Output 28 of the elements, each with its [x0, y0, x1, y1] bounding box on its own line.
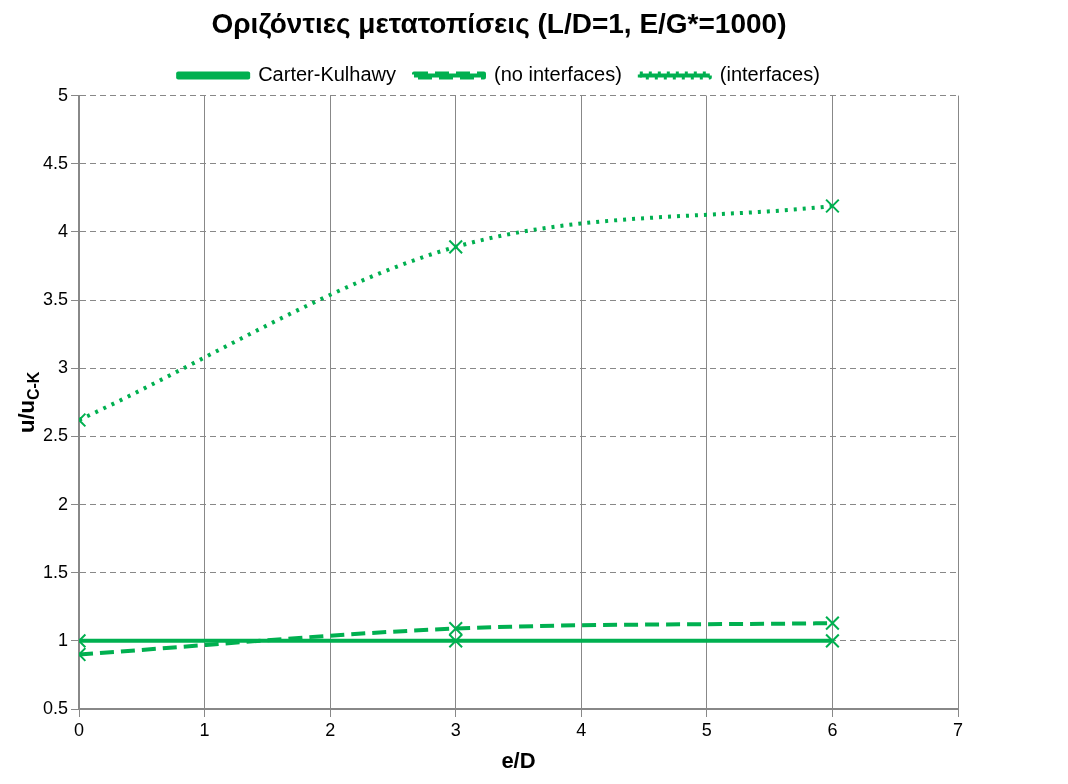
- point: [825, 633, 840, 649]
- x-tick-label: 7: [952, 719, 964, 740]
- point: [825, 615, 840, 631]
- y-axis-title: u/uC-K: [14, 371, 43, 434]
- x-tick-label: 3: [450, 719, 461, 740]
- y-tick-label: 2.5: [42, 425, 69, 446]
- legend-label: (no interfaces): [493, 63, 622, 86]
- x-axis-title: e/D: [501, 747, 536, 773]
- x-tick-label: 4: [576, 719, 587, 740]
- x-tick-label: 2: [325, 719, 336, 740]
- y-tick-label: 1: [58, 629, 69, 650]
- point: [825, 198, 840, 214]
- y-tick-label: 3: [58, 357, 69, 378]
- point: [448, 239, 464, 255]
- y-tick-label: 2: [58, 493, 69, 514]
- chart-title: Οριζόντιες μετατοπίσεις (L/D=1, E/G*=1000): [211, 7, 787, 39]
- x-tick-label: 5: [701, 719, 712, 740]
- y-tick-label: 1.5: [42, 561, 69, 582]
- y-tick-label: 4: [58, 220, 69, 241]
- x-tick-label: 6: [827, 719, 838, 740]
- y-tick-label: 0.5: [42, 697, 69, 718]
- x-tick-label: 0: [74, 719, 85, 740]
- legend-label: (interfaces): [719, 63, 820, 86]
- y-tick-label: 3.5: [42, 289, 69, 310]
- y-tick-label: 4.5: [42, 152, 69, 173]
- x-tick-label: 1: [199, 719, 210, 740]
- legend-label: Carter-Kulhawy: [258, 63, 396, 86]
- y-tick-label: 5: [58, 84, 69, 105]
